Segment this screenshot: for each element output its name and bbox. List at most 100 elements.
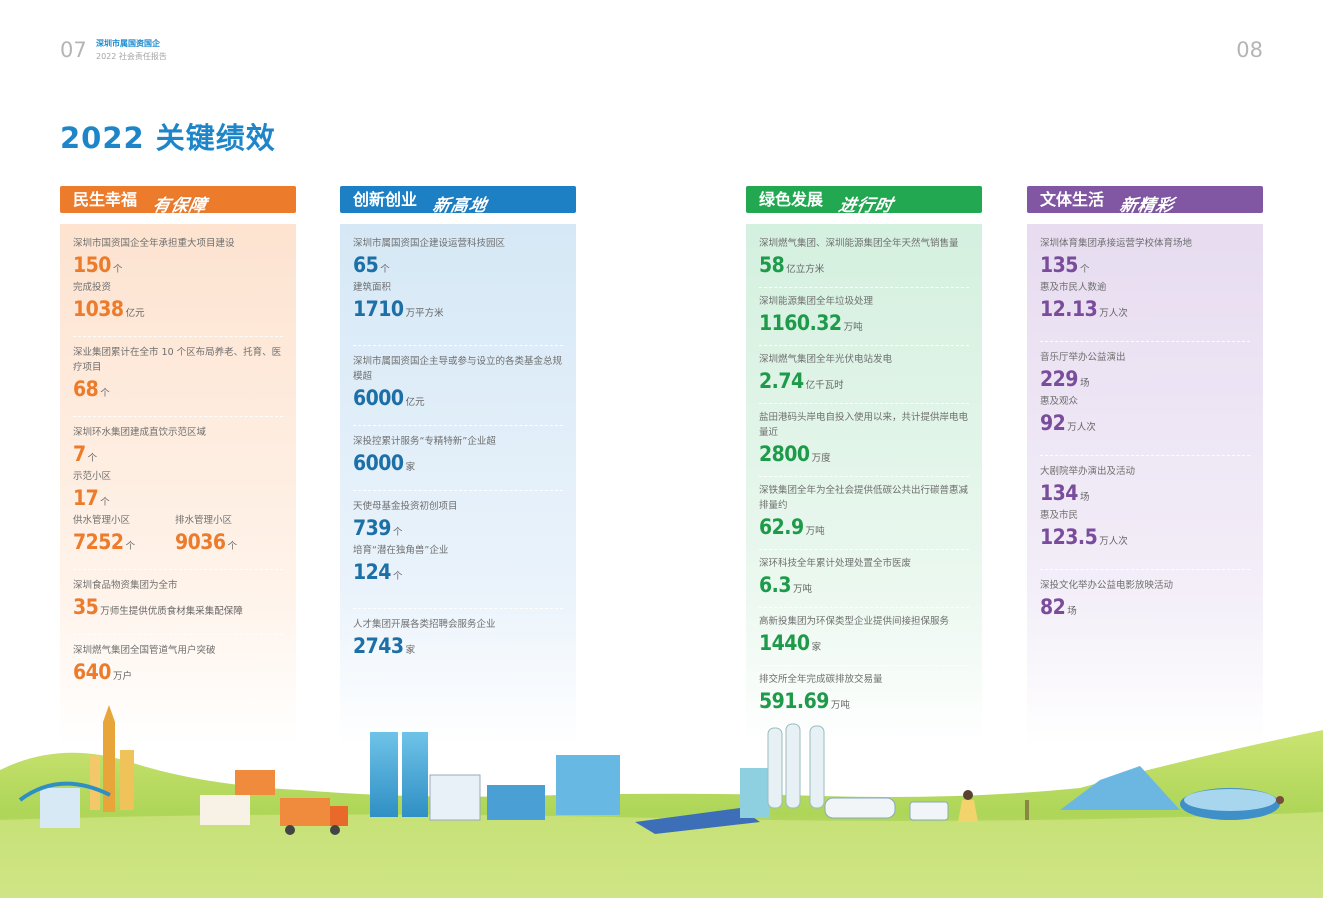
section-innovation: 创新创业 新高地 深圳市属国资国企建设运营科技园区 65 个 建筑面积 1710 万… bbox=[340, 186, 576, 746]
kpi-value: 6000 bbox=[353, 451, 404, 475]
kpi-unit: 万吨 bbox=[843, 322, 863, 333]
kpi-unit: 个 bbox=[392, 527, 403, 538]
section-slogan: 新高地 bbox=[430, 196, 490, 216]
kpi-value: 2.74 bbox=[759, 369, 804, 393]
divider bbox=[73, 634, 283, 635]
divider bbox=[759, 403, 969, 404]
kpi-label: 深圳市国资国企全年承担重大项目建设 bbox=[73, 238, 235, 249]
kpi-label: 惠及市民 bbox=[1040, 510, 1079, 521]
kpi-item: 大剧院举办演出及活动 134 场 惠及市民 123.5 万人次 bbox=[1040, 464, 1250, 559]
kpi-label: 深圳市属国资国企建设运营科技园区 bbox=[353, 238, 506, 249]
kpi-item: 深环科技全年累计处理处置全市医废 6.3 万吨 bbox=[759, 556, 969, 607]
kpi-unit: 个 bbox=[125, 541, 136, 552]
kpi-label: 盐田港码头岸电自投入使用以来，共计提供岸电电量近 bbox=[759, 412, 969, 438]
kpi-value: 6.3 bbox=[759, 573, 791, 597]
kpi-unit: 万吨 bbox=[830, 700, 850, 711]
section-title: 绿色发展 bbox=[759, 190, 824, 209]
section-title: 创新创业 bbox=[353, 190, 418, 209]
kpi-label: 人才集团开展各类招聘会服务企业 bbox=[353, 619, 496, 630]
kpi-label: 排水管理小区 bbox=[175, 515, 233, 526]
kpi-label: 深圳燃气集团全年光伏电站发电 bbox=[759, 354, 893, 365]
left-buildings bbox=[18, 705, 348, 835]
kpi-value: 134 bbox=[1040, 481, 1078, 505]
kpi-label: 深投文化举办公益电影放映活动 bbox=[1040, 580, 1174, 591]
cityscape-illustration bbox=[0, 705, 1323, 898]
page-title: 2022 关键绩效 bbox=[60, 121, 276, 155]
kpi-unit: 家 bbox=[405, 645, 416, 656]
section-body: 深圳市国资国企全年承担重大项目建设 150 个 完成投资 1038 亿元 深业集团累… bbox=[60, 224, 296, 746]
divider bbox=[1040, 569, 1250, 570]
kpi-value: 9036 bbox=[175, 530, 226, 554]
kpi-label: 深圳食品物资集团为全市 bbox=[73, 580, 178, 591]
kpi-item: 高新投集团为环保类型企业提供间接担保服务 1440 家 bbox=[759, 614, 969, 665]
kpi-item: 深圳能源集团全年垃圾处理 1160.32 万吨 bbox=[759, 294, 969, 345]
kpi-unit: 家 bbox=[811, 642, 822, 653]
kpi-label: 供水管理小区 bbox=[73, 515, 131, 526]
kpi-item: 深圳市属国资国企建设运营科技园区 65 个 建筑面积 1710 万平方米 bbox=[353, 236, 563, 331]
divider bbox=[759, 665, 969, 666]
kpi-label: 深圳环水集团建成直饮示范区域 bbox=[73, 427, 207, 438]
divider bbox=[73, 569, 283, 570]
divider bbox=[759, 549, 969, 550]
kpi-label: 示范小区 bbox=[73, 471, 112, 482]
kpi-unit: 个 bbox=[380, 264, 390, 275]
kpi-value: 135 bbox=[1040, 253, 1078, 277]
kpi-label: 深业集团累计在全市 10 个区布局养老、托育、医疗项目 bbox=[73, 347, 282, 373]
kpi-unit: 万度 bbox=[811, 453, 831, 464]
kpi-label: 深圳燃气集团全国管道气用户突破 bbox=[73, 645, 216, 656]
divider bbox=[1040, 455, 1250, 456]
divider bbox=[353, 608, 563, 609]
section-livelihood: 民生幸福 有保障 深圳市国资国企全年承担重大项目建设 150 个 完成投资 103… bbox=[60, 186, 296, 746]
kpi-value: 6000 bbox=[353, 386, 404, 410]
kpi-item: 人才集团开展各类招聘会服务企业 2743 家 bbox=[353, 617, 563, 668]
kpi-value: 123.5 bbox=[1040, 525, 1098, 549]
kpi-item: 音乐厅举办公益演出 229 场 惠及观众 92 万人次 bbox=[1040, 350, 1250, 445]
kpi-label: 深圳能源集团全年垃圾处理 bbox=[759, 296, 874, 307]
kpi-value: 17 bbox=[73, 486, 99, 510]
kpi-item: 天使母基金投资初创项目 739 个 培育“潜在独角兽”企业 124 个 bbox=[353, 499, 563, 594]
kpi-label: 排交所全年完成碳排放交易量 bbox=[759, 674, 883, 685]
kpi-value: 82 bbox=[1040, 595, 1066, 619]
kpi-item: 盐田港码头岸电自投入使用以来，共计提供岸电电量近 2800 万度 bbox=[759, 410, 969, 476]
divider bbox=[759, 287, 969, 288]
center-right-infrastructure bbox=[635, 723, 949, 834]
divider bbox=[353, 425, 563, 426]
kpi-unit: 万人次 bbox=[1067, 422, 1096, 433]
kpi-item: 深投文化举办公益电影放映活动 82 场 bbox=[1040, 578, 1250, 629]
kpi-unit: 万人次 bbox=[1099, 308, 1128, 319]
kpi-item: 深圳市国资国企全年承担重大项目建设 150 个 完成投资 1038 亿元 bbox=[73, 236, 283, 331]
kpi-unit: 亿元 bbox=[125, 308, 145, 319]
section-header: 创新创业 新高地 bbox=[340, 186, 576, 216]
kpi-value: 1440 bbox=[759, 631, 810, 655]
divider bbox=[759, 476, 969, 477]
kpi-label: 天使母基金投资初创项目 bbox=[353, 501, 458, 512]
kpi-unit: 万吨 bbox=[792, 584, 812, 595]
kpi-value: 7 bbox=[73, 442, 86, 466]
report-subtitle: 2022 社会责任报告 bbox=[96, 52, 167, 61]
kpi-value: 150 bbox=[73, 253, 111, 277]
section-body: 深圳市属国资国企建设运营科技园区 65 个 建筑面积 1710 万平方米 深圳市属国… bbox=[340, 224, 576, 746]
kpi-item: 深圳燃气集团全年光伏电站发电 2.74 亿千瓦时 bbox=[759, 352, 969, 403]
kpi-label: 完成投资 bbox=[73, 282, 112, 293]
kpi-label: 惠及观众 bbox=[1040, 396, 1079, 407]
divider bbox=[759, 345, 969, 346]
kpi-value: 739 bbox=[353, 516, 391, 540]
section-title: 民生幸福 bbox=[73, 190, 138, 209]
kpi-item: 深投控累计服务“专精特新”企业超 6000 家 bbox=[353, 434, 563, 485]
kpi-item: 深圳燃气集团全国管道气用户突破 640 万户 bbox=[73, 643, 283, 694]
kpi-label: 深投控累计服务“专精特新”企业超 bbox=[353, 436, 496, 447]
section-body: 深圳燃气集团、深圳能源集团全年天然气销售量 58 亿立方米 深圳能源集团全年垃圾处… bbox=[746, 224, 982, 746]
kpi-unit: 场 bbox=[1067, 606, 1077, 617]
kpi-value: 2743 bbox=[353, 634, 404, 658]
divider bbox=[73, 336, 283, 337]
divider bbox=[353, 490, 563, 491]
kpi-unit: 万吨 bbox=[805, 526, 825, 537]
kpi-label: 深圳体育集团承接运营学校体育场地 bbox=[1040, 238, 1193, 249]
kpi-unit: 亿元 bbox=[405, 397, 425, 408]
kpi-item: 深圳体育集团承接运营学校体育场地 135 个 惠及市民人数逾 12.13 万人次 bbox=[1040, 236, 1250, 331]
kpi-value: 62.9 bbox=[759, 515, 804, 539]
kpi-label: 大剧院举办演出及活动 bbox=[1040, 466, 1136, 477]
kpi-value: 640 bbox=[73, 660, 111, 684]
kpi-value: 68 bbox=[73, 377, 99, 401]
kpi-unit: 个 bbox=[112, 264, 123, 275]
